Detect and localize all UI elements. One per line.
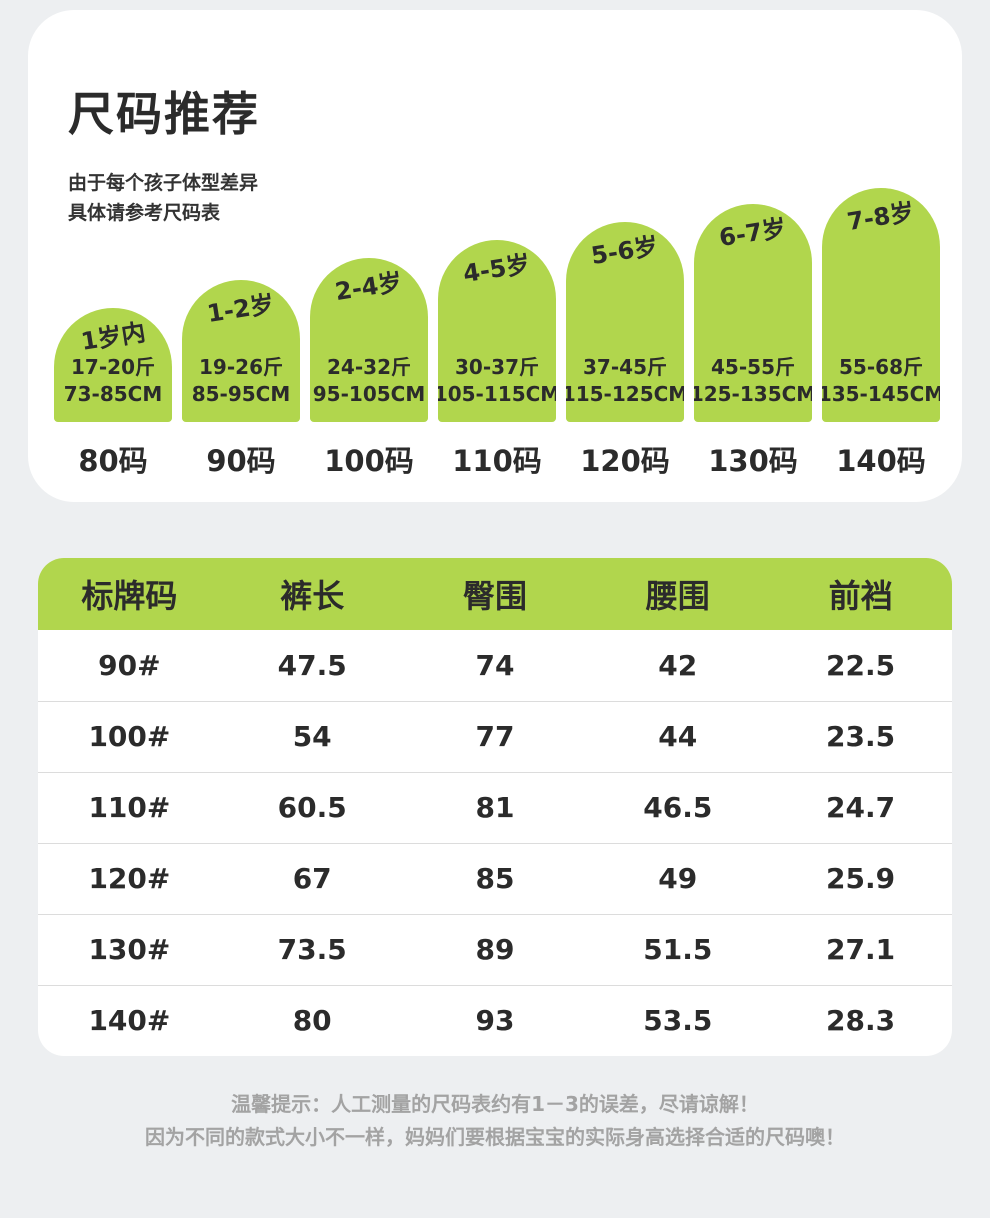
size-bar-height-range: 115-125CM (566, 382, 684, 406)
table-cell: 46.5 (586, 771, 770, 843)
table-cell: 110# (38, 771, 221, 843)
table-cell: 77 (403, 700, 587, 772)
size-bar: 4-5岁 30-37斤 105-115CM (438, 240, 556, 422)
size-bar-age-label: 5-6岁 (589, 231, 661, 271)
size-code-label: 90码 (206, 444, 276, 478)
warm-tips: 温馨提示：人工测量的尺码表约有1－3的误差，尽请谅解！ 因为不同的款式大小不一样… (0, 1088, 990, 1154)
size-bar-age-label: 2-4岁 (333, 267, 405, 307)
size-bar-weight-range: 17-20斤 (71, 355, 155, 379)
table-cell: 67 (220, 842, 404, 914)
table-row: 100# 54 77 44 23.5 (38, 700, 952, 772)
table-cell: 47.5 (277, 648, 347, 682)
size-bar: 2-4岁 24-32斤 95-105CM (310, 258, 428, 422)
table-cell: 120# (38, 842, 221, 914)
size-bar: 6-7岁 45-55斤 125-135CM (694, 204, 812, 422)
table-cell: 54 (220, 700, 404, 772)
size-bar: 5-6岁 37-45斤 115-125CM (566, 222, 684, 422)
table-cell: 51.5 (586, 913, 770, 985)
subtitle-line-1: 由于每个孩子体型差异 (68, 172, 259, 194)
size-table-card: 标牌码 裤长 臀围 腰围 前裆 90# 47.5 74 42 22.5 100# 54 77 44 23.… (38, 558, 952, 1056)
table-cell: 25.9 (769, 842, 952, 914)
size-bar-height-range: 85-95CM (191, 382, 291, 406)
table-header-cell: 裤长 (220, 558, 404, 630)
table-cell: 42 (658, 648, 698, 682)
size-bar: 7-8岁 55-68斤 135-145CM (822, 188, 940, 422)
table-cell: 90# (98, 648, 161, 682)
size-bars-area: 1岁内 17-20斤 73-85CM 1-2岁 19-26斤 85-95CM 2-4岁 24-… (54, 188, 940, 480)
table-cell: 49 (586, 842, 770, 914)
size-bar-age-label: 1-2岁 (205, 289, 277, 329)
size-bars: 1岁内 17-20斤 73-85CM 1-2岁 19-26斤 85-95CM 2-4岁 24-… (54, 188, 940, 422)
size-code-label: 120码 (580, 444, 670, 478)
size-bar-weight-range: 45-55斤 (711, 355, 795, 379)
table-cell: 44 (586, 700, 770, 772)
table-cell: 74 (475, 648, 515, 682)
table-cell: 28.3 (769, 984, 952, 1056)
size-bar-weight-range: 55-68斤 (839, 355, 923, 379)
size-table: 标牌码 裤长 臀围 腰围 前裆 90# 47.5 74 42 22.5 100# 54 77 44 23.… (38, 558, 952, 1056)
size-code-labels: 80码 90码 100码 110码 120码 130码 140码 (54, 438, 940, 480)
table-cell: 89 (403, 913, 587, 985)
tip-line-2: 因为不同的款式大小不一样，妈妈们要根据宝宝的实际身高选择合适的尺码噢！ (145, 1125, 845, 1149)
table-header-cell: 前裆 (769, 558, 952, 630)
table-row: 110# 60.5 81 46.5 24.7 (38, 771, 952, 843)
size-bar-height-range: 73-85CM (63, 382, 163, 406)
table-cell: 80 (220, 984, 404, 1056)
size-bar-weight-range: 30-37斤 (455, 355, 539, 379)
table-cell: 27.1 (769, 913, 952, 985)
size-bar-weight-range: 24-32斤 (327, 355, 411, 379)
size-code-label: 140码 (836, 444, 926, 478)
table-cell: 24.7 (769, 771, 952, 843)
table-cell: 100# (38, 700, 221, 772)
table-cell: 53.5 (586, 984, 770, 1056)
size-bar-height-range: 105-115CM (438, 382, 556, 406)
size-code-label: 110码 (452, 444, 542, 478)
size-bar-age-label: 4-5岁 (461, 249, 533, 289)
table-cell: 22.5 (826, 648, 896, 682)
table-cell: 85 (403, 842, 587, 914)
size-bar-height-range: 95-105CM (312, 382, 426, 406)
size-code-label: 100码 (324, 444, 414, 478)
table-row: 130# 73.5 89 51.5 27.1 (38, 913, 952, 985)
table-row: 140# 80 93 53.5 28.3 (38, 984, 952, 1056)
table-header-cell: 标牌码 (38, 558, 221, 630)
table-row: 90# 47.5 74 42 22.5 (38, 630, 952, 701)
size-bar-weight-range: 37-45斤 (583, 355, 667, 379)
table-cell: 140# (38, 984, 221, 1056)
size-recommendation-card: 尺码推荐 由于每个孩子体型差异 具体请参考尺码表 1岁内 17-20斤 73-85C… (28, 10, 962, 502)
table-cell: 23.5 (769, 700, 952, 772)
size-bar: 1-2岁 19-26斤 85-95CM (182, 280, 300, 422)
size-bar-age-label: 1岁内 (78, 318, 148, 356)
table-header-row: 标牌码 裤长 臀围 腰围 前裆 (38, 558, 952, 630)
page-title: 尺码推荐 (68, 87, 260, 141)
size-bar-weight-range: 19-26斤 (199, 355, 283, 379)
tip-line-1: 温馨提示：人工测量的尺码表约有1－3的误差，尽请谅解！ (231, 1092, 759, 1116)
size-bar: 1岁内 17-20斤 73-85CM (54, 308, 172, 422)
table-cell: 130# (38, 913, 221, 985)
table-cell: 81 (403, 771, 587, 843)
table-cell: 73.5 (220, 913, 404, 985)
size-bar-age-label: 6-7岁 (717, 213, 789, 253)
page-subtitle: 由于每个孩子体型差异 具体请参考尺码表 (68, 168, 938, 229)
size-bar-height-range: 125-135CM (694, 382, 812, 406)
size-code-label: 130码 (708, 444, 798, 478)
table-header-cell: 腰围 (586, 558, 770, 630)
table-header-cell: 臀围 (403, 558, 587, 630)
table-cell: 93 (403, 984, 587, 1056)
size-bar-age-label: 7-8岁 (845, 197, 917, 237)
table-cell: 60.5 (220, 771, 404, 843)
size-code-label: 80码 (78, 444, 148, 478)
subtitle-line-2: 具体请参考尺码表 (68, 202, 221, 225)
table-row: 120# 67 85 49 25.9 (38, 842, 952, 914)
size-bar-height-range: 135-145CM (822, 382, 940, 406)
